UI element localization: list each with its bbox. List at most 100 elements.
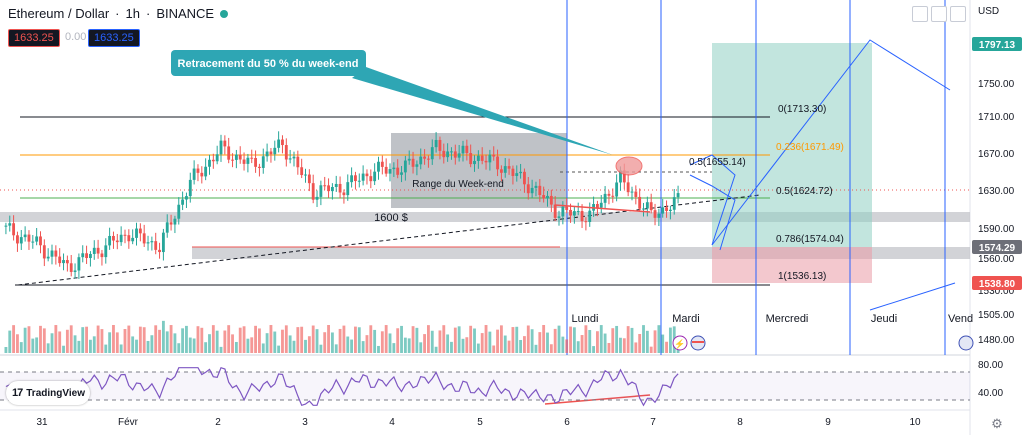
candle[interactable] — [288, 149, 292, 164]
event-icon-flash[interactable] — [672, 335, 688, 351]
candle[interactable] — [392, 162, 396, 177]
candle[interactable] — [39, 231, 42, 254]
buy-price-button[interactable]: 1633.25 — [88, 29, 140, 47]
candle[interactable] — [603, 186, 607, 209]
candle[interactable] — [330, 183, 334, 200]
candle[interactable] — [89, 251, 92, 267]
candle[interactable] — [334, 175, 338, 193]
callout-box[interactable] — [171, 50, 366, 76]
candle[interactable] — [227, 137, 231, 164]
candle[interactable] — [473, 155, 476, 172]
candle[interactable] — [258, 163, 261, 177]
candle[interactable] — [642, 202, 645, 217]
candle[interactable] — [357, 173, 361, 188]
candle[interactable] — [615, 174, 619, 202]
candle[interactable] — [511, 165, 515, 185]
candle[interactable] — [549, 189, 553, 213]
candle[interactable] — [373, 163, 377, 186]
candle[interactable] — [69, 254, 73, 277]
candle[interactable] — [73, 263, 77, 279]
symbol-header[interactable]: Ethereum / Dollar · 1h · BINANCE — [8, 6, 229, 21]
candle[interactable] — [668, 205, 672, 220]
candle[interactable] — [246, 153, 250, 173]
candle[interactable] — [492, 146, 496, 161]
candle[interactable] — [238, 146, 242, 164]
candle[interactable] — [281, 135, 284, 154]
candle[interactable] — [138, 223, 142, 242]
sell-price-button[interactable]: 1633.25 — [8, 29, 60, 47]
candle[interactable] — [165, 214, 169, 238]
candle[interactable] — [188, 172, 192, 203]
candle[interactable] — [638, 188, 642, 212]
candle[interactable] — [365, 169, 369, 185]
candle[interactable] — [100, 249, 104, 266]
candle[interactable] — [672, 188, 676, 215]
candle[interactable] — [31, 235, 35, 249]
projection-path[interactable] — [689, 39, 951, 246]
candle[interactable] — [62, 253, 65, 271]
candle-layer[interactable] — [4, 131, 680, 279]
candle[interactable] — [77, 253, 81, 279]
candle[interactable] — [442, 143, 446, 164]
candle[interactable] — [115, 233, 119, 250]
candle[interactable] — [304, 168, 307, 183]
candle[interactable] — [261, 148, 265, 174]
candle[interactable] — [265, 143, 269, 162]
candle[interactable] — [250, 149, 254, 164]
candle[interactable] — [653, 203, 657, 226]
candle[interactable] — [599, 195, 603, 214]
candle[interactable] — [35, 227, 39, 246]
candle[interactable] — [16, 231, 19, 252]
candle[interactable] — [96, 239, 100, 259]
candle[interactable] — [427, 155, 430, 168]
projection-path-low[interactable] — [869, 282, 956, 311]
candle[interactable] — [469, 144, 473, 168]
price-axis-pane[interactable] — [970, 0, 1024, 435]
candle[interactable] — [296, 150, 300, 175]
candle[interactable] — [576, 202, 580, 216]
candle[interactable] — [234, 149, 238, 169]
candle[interactable] — [269, 148, 273, 163]
candle[interactable] — [377, 156, 380, 180]
candle[interactable] — [465, 139, 469, 161]
candle[interactable] — [127, 229, 131, 249]
candle[interactable] — [50, 244, 54, 265]
candle[interactable] — [488, 149, 492, 171]
candle[interactable] — [54, 245, 58, 265]
candle[interactable] — [42, 239, 46, 267]
fullscreen-icon[interactable] — [950, 6, 966, 22]
candle[interactable] — [415, 160, 419, 176]
candle[interactable] — [112, 231, 115, 249]
weekend-range-box[interactable] — [391, 133, 567, 208]
candle[interactable] — [119, 226, 123, 246]
candle[interactable] — [380, 155, 384, 175]
candle[interactable] — [200, 166, 204, 184]
target-zone[interactable] — [712, 43, 872, 247]
settings-gear-icon[interactable]: ⚙ — [991, 416, 1003, 431]
candle[interactable] — [215, 145, 219, 165]
candle[interactable] — [480, 147, 484, 165]
candle[interactable] — [161, 228, 165, 261]
candle[interactable] — [177, 197, 181, 225]
candle[interactable] — [19, 229, 23, 250]
candle[interactable] — [65, 255, 69, 272]
candle[interactable] — [208, 154, 211, 175]
symbol-name[interactable]: Ethereum / Dollar — [8, 6, 110, 21]
candle[interactable] — [131, 229, 135, 245]
candle[interactable] — [158, 242, 161, 259]
candle[interactable] — [423, 149, 426, 165]
candle[interactable] — [192, 160, 196, 185]
candle[interactable] — [661, 198, 665, 218]
candle[interactable] — [327, 178, 330, 198]
candle[interactable] — [284, 138, 288, 167]
candle[interactable] — [388, 163, 392, 182]
candle[interactable] — [223, 135, 227, 155]
candle[interactable] — [553, 196, 557, 222]
layout-icon[interactable] — [912, 6, 928, 22]
candle[interactable] — [4, 222, 8, 235]
candle[interactable] — [557, 210, 561, 226]
candle[interactable] — [154, 232, 158, 255]
candle[interactable] — [277, 131, 281, 153]
candle[interactable] — [446, 143, 450, 162]
candle[interactable] — [438, 136, 442, 160]
